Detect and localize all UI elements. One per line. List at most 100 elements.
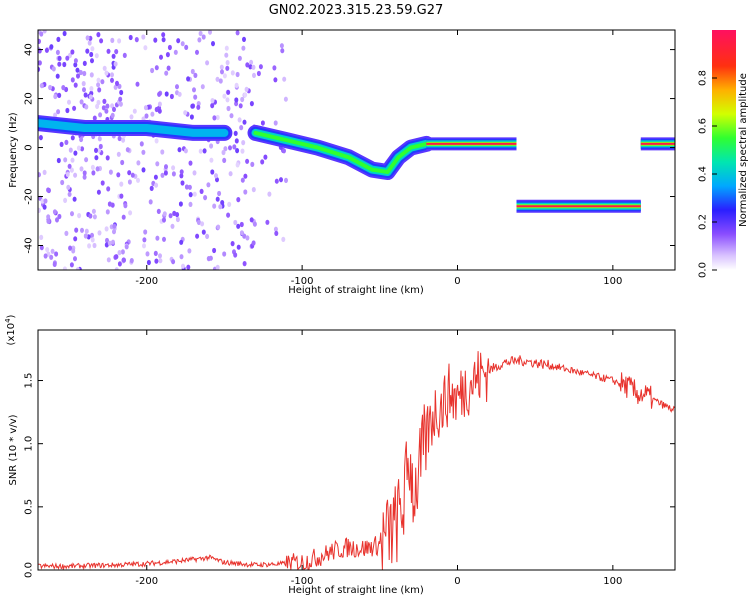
noise-speckle bbox=[251, 64, 256, 70]
noise-speckle bbox=[115, 80, 119, 86]
noise-speckle bbox=[100, 180, 105, 186]
noise-speckle bbox=[187, 184, 192, 190]
noise-speckle bbox=[173, 49, 178, 55]
noise-speckle bbox=[70, 49, 75, 55]
noise-speckle bbox=[38, 66, 41, 72]
noise-speckle bbox=[183, 148, 188, 154]
noise-speckle bbox=[118, 96, 123, 102]
noise-speckle bbox=[239, 125, 244, 131]
noise-speckle bbox=[100, 79, 105, 85]
noise-speckle bbox=[243, 92, 248, 98]
noise-speckle bbox=[122, 257, 126, 263]
noise-speckle bbox=[212, 115, 217, 121]
noise-speckle bbox=[249, 59, 254, 65]
noise-speckle bbox=[240, 177, 245, 183]
noise-speckle bbox=[67, 99, 71, 105]
noise-speckle bbox=[60, 179, 65, 186]
noise-speckle bbox=[179, 169, 184, 175]
noise-speckle bbox=[127, 170, 132, 176]
noise-speckle bbox=[73, 150, 78, 156]
noise-speckle bbox=[52, 261, 57, 267]
noise-speckle bbox=[223, 146, 228, 152]
noise-speckle bbox=[229, 113, 234, 119]
noise-speckle bbox=[248, 64, 253, 70]
noise-speckle bbox=[154, 258, 159, 264]
noise-speckle bbox=[209, 143, 214, 149]
y-tick-label: 0 bbox=[24, 144, 35, 150]
noise-speckle bbox=[89, 86, 94, 92]
colorbar-tick-label: 0.8 bbox=[698, 70, 709, 86]
colorbar: 0.0 0.2 0.4 0.6 0.8 Normalized spectral ampl… bbox=[698, 30, 749, 278]
noise-speckle bbox=[135, 81, 140, 87]
noise-speckle bbox=[284, 177, 288, 183]
noise-speckle bbox=[43, 253, 48, 259]
noise-speckle bbox=[39, 234, 44, 240]
noise-speckle bbox=[55, 73, 60, 79]
noise-speckle bbox=[87, 40, 92, 46]
noise-speckle bbox=[68, 52, 72, 59]
colorbar-tick-label: 0.2 bbox=[698, 214, 709, 230]
noise-speckle bbox=[92, 242, 97, 249]
noise-speckle bbox=[113, 61, 118, 67]
noise-speckle bbox=[84, 157, 89, 163]
noise-speckle bbox=[112, 229, 116, 235]
noise-speckle bbox=[197, 37, 202, 43]
noise-speckle bbox=[180, 180, 185, 186]
noise-speckle bbox=[56, 36, 61, 43]
noise-speckle bbox=[158, 253, 162, 259]
noise-speckle bbox=[224, 45, 229, 51]
noise-speckle bbox=[120, 159, 125, 166]
noise-speckle bbox=[192, 191, 197, 197]
noise-speckle bbox=[161, 32, 166, 38]
noise-speckle bbox=[230, 70, 235, 76]
x-tick-label: -200 bbox=[135, 576, 158, 587]
noise-speckle bbox=[57, 61, 62, 67]
noise-speckle bbox=[49, 254, 54, 260]
noise-speckle bbox=[166, 65, 171, 71]
noise-speckle bbox=[56, 157, 61, 164]
noise-speckle bbox=[76, 145, 81, 151]
noise-speckle bbox=[106, 186, 111, 192]
noise-speckle bbox=[228, 171, 233, 177]
noise-speckle bbox=[200, 84, 205, 90]
noise-speckle bbox=[167, 44, 172, 51]
noise-speckle bbox=[81, 81, 86, 87]
noise-speckle bbox=[239, 230, 244, 236]
noise-speckle bbox=[260, 159, 265, 165]
noise-speckle bbox=[281, 236, 286, 242]
noise-speckle bbox=[236, 197, 241, 203]
noise-speckle bbox=[235, 148, 240, 154]
noise-speckle bbox=[190, 68, 195, 75]
noise-speckle bbox=[83, 233, 88, 239]
noise-speckle bbox=[66, 184, 71, 190]
noise-speckle bbox=[164, 70, 169, 76]
noise-speckle bbox=[107, 240, 112, 246]
noise-speckle bbox=[205, 233, 210, 239]
spectrogram-y-axis-label: Frequency (Hz) bbox=[8, 112, 19, 188]
noise-speckle bbox=[250, 161, 255, 167]
noise-speckle bbox=[85, 48, 90, 54]
noise-speckle bbox=[211, 41, 215, 47]
noise-speckle bbox=[227, 201, 232, 207]
noise-speckle bbox=[186, 264, 191, 270]
noise-speckle bbox=[218, 204, 223, 210]
noise-speckle bbox=[125, 147, 130, 153]
noise-speckle bbox=[53, 93, 58, 100]
noise-speckle bbox=[206, 182, 211, 188]
noise-speckle bbox=[57, 55, 62, 62]
noise-speckle bbox=[69, 167, 74, 173]
noise-speckle bbox=[189, 114, 194, 120]
noise-speckle bbox=[141, 149, 146, 155]
noise-speckle bbox=[153, 37, 158, 43]
noise-speckle bbox=[251, 187, 256, 193]
noise-speckle bbox=[241, 140, 246, 146]
x-tick-label: 0 bbox=[454, 576, 460, 587]
noise-speckle bbox=[237, 55, 242, 61]
noise-speckle bbox=[279, 177, 283, 183]
noise-speckle bbox=[154, 65, 159, 71]
noise-speckle bbox=[239, 221, 244, 228]
noise-speckle bbox=[162, 211, 167, 217]
noise-speckle bbox=[155, 235, 160, 241]
